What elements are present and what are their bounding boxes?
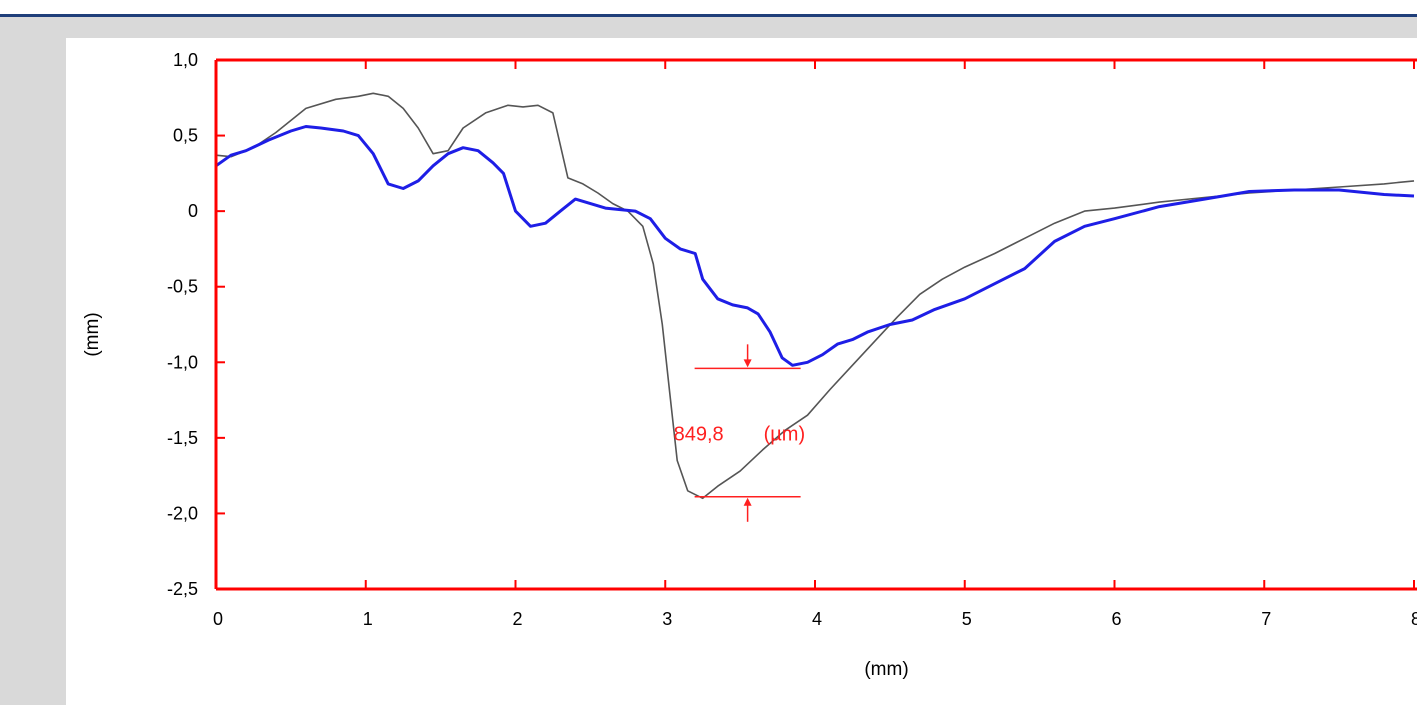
depth-annotation: 849,8 (µm) <box>674 344 806 522</box>
y-tick-label: -2,0 <box>167 503 198 523</box>
x-tick-label: 2 <box>512 609 522 629</box>
gray-profile-line <box>215 92 1415 500</box>
y-axis-title: (mm) <box>82 312 103 356</box>
plot-panel: 849,8 (µm) 0 1 2 3 4 5 6 7 8 1,0 0,5 0 -0,5 -1,0 -1,5 -2… <box>66 38 1417 705</box>
axis-labels: 0 1 2 3 4 5 6 7 8 1,0 0,5 0 -0,5 -1,0 -1,5 -2,0 -2,5 (mm)… <box>82 50 1417 680</box>
x-tick-label: 7 <box>1261 609 1271 629</box>
plot-frame <box>214 58 1417 591</box>
x-tick-label: 1 <box>363 609 373 629</box>
y-tick-label: -1,5 <box>167 428 198 448</box>
x-tick-label: 5 <box>962 609 972 629</box>
annotation-upper-arrowhead <box>743 359 752 368</box>
y-tick-label: -2,5 <box>167 579 198 599</box>
profile-chart: 849,8 (µm) 0 1 2 3 4 5 6 7 8 1,0 0,5 0 -0,5 -1,0 -1,5 -2… <box>82 50 1417 680</box>
window-top-bar <box>0 0 1417 17</box>
y-tick-label: -0,5 <box>167 277 198 297</box>
x-tick-label: 3 <box>662 609 672 629</box>
y-tick-label: -1,0 <box>167 352 198 372</box>
axis-ticks <box>215 59 1416 590</box>
y-tick-label: 0 <box>188 201 198 221</box>
x-tick-label: 8 <box>1411 609 1417 629</box>
annotation-lower-arrowhead <box>743 497 752 506</box>
y-tick-label: 0,5 <box>173 126 198 146</box>
data-series <box>215 92 1415 500</box>
blue-profile-line <box>215 125 1415 367</box>
annotation-unit: (µm) <box>764 424 806 446</box>
y-tick-label: 1,0 <box>173 50 198 70</box>
x-tick-label: 6 <box>1111 609 1121 629</box>
x-axis-title: (mm) <box>864 659 908 680</box>
x-tick-label: 4 <box>812 609 822 629</box>
annotation-value: 849,8 <box>674 424 724 446</box>
x-tick-label: 0 <box>213 609 223 629</box>
